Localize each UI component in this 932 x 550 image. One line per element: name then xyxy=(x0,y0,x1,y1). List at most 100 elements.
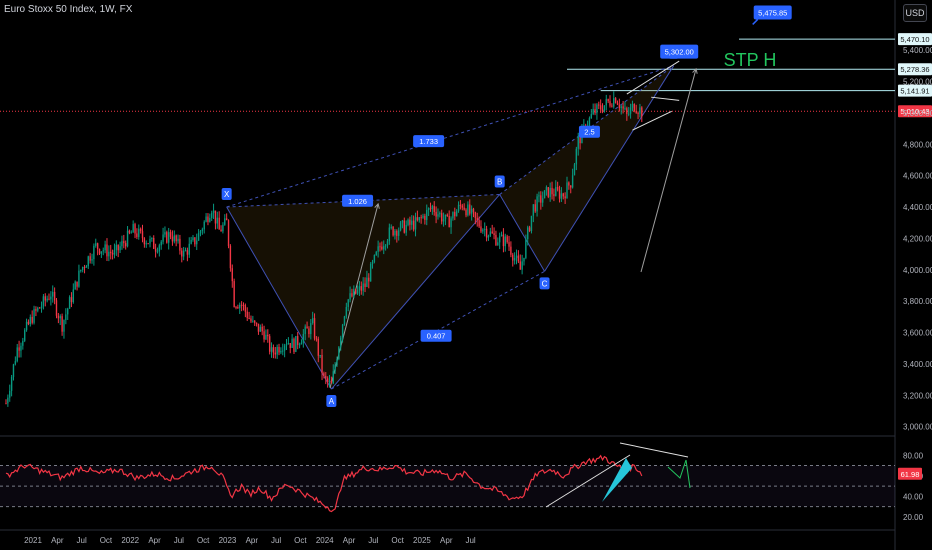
candle-body xyxy=(538,195,540,197)
price-tick-label: 4,800.00 xyxy=(903,140,932,149)
point-label: X xyxy=(224,190,230,199)
candle-body xyxy=(498,236,501,243)
candle-body xyxy=(52,291,54,297)
candle-body xyxy=(547,187,549,197)
candle-body xyxy=(528,227,531,232)
candle-body xyxy=(515,255,518,259)
candle-body xyxy=(182,250,185,257)
candle-body xyxy=(418,217,420,221)
currency-button[interactable]: USD xyxy=(903,4,927,22)
candle-body xyxy=(351,293,353,297)
candle-body xyxy=(261,326,263,332)
candle-body xyxy=(229,245,232,269)
candle-body xyxy=(302,334,305,343)
xd-line xyxy=(226,65,674,208)
candle-body xyxy=(613,98,615,107)
candle-body xyxy=(18,347,20,351)
candle-body xyxy=(254,320,256,323)
candle-body xyxy=(484,228,486,230)
candle-body xyxy=(347,299,349,307)
candle-body xyxy=(551,187,553,195)
ratio-label-box xyxy=(420,329,452,342)
candle-body xyxy=(68,297,71,309)
candle-body xyxy=(207,216,209,222)
candle-body xyxy=(147,243,149,245)
candle-body xyxy=(138,228,140,237)
current-price-tag xyxy=(898,105,932,118)
candle-body xyxy=(201,229,204,232)
candle-body xyxy=(403,220,406,233)
candle-body xyxy=(573,164,576,176)
candle-body xyxy=(74,281,76,290)
projection-arrow-2-head xyxy=(692,67,698,74)
ratio-label: 1.733 xyxy=(419,137,438,146)
level-tag xyxy=(898,84,932,97)
candle-body xyxy=(177,238,179,242)
ratio-label-box xyxy=(413,135,445,148)
candle-body xyxy=(110,251,112,254)
candle-body xyxy=(132,224,134,233)
point-label-box xyxy=(539,277,550,290)
candle-body xyxy=(549,187,551,197)
candle-body xyxy=(541,198,544,203)
candle-body xyxy=(467,204,469,216)
time-tick-label: Apr xyxy=(246,536,259,545)
candle-body xyxy=(190,240,192,244)
candle-body xyxy=(317,338,319,356)
candle-body xyxy=(53,291,56,301)
candle-body xyxy=(27,321,30,325)
candle-body xyxy=(437,214,439,217)
candle-body xyxy=(381,246,383,250)
candle-body xyxy=(450,218,452,228)
candle-body xyxy=(594,109,596,114)
candle-body xyxy=(485,228,488,238)
candle-body xyxy=(20,345,22,351)
candle-body xyxy=(472,208,475,213)
candle-body xyxy=(235,306,237,308)
candle-body xyxy=(383,246,385,250)
candle-body xyxy=(620,106,622,108)
candle-body xyxy=(308,328,310,335)
candle-body xyxy=(536,196,538,212)
horizontal-levels: 5,470.10 5,278.36 5,141.91 5,010.43 xyxy=(0,33,932,118)
candle-body xyxy=(575,148,578,165)
price-tick-label: 3,800.00 xyxy=(903,297,932,306)
ratio-label: 2.5 xyxy=(584,128,594,137)
candle-body xyxy=(319,354,321,356)
candle-body xyxy=(323,373,325,376)
time-tick-label: Jul xyxy=(368,536,378,545)
level-tag-label: 5,470.10 xyxy=(900,35,929,44)
candle-body xyxy=(435,211,437,217)
chart-title: Euro Stoxx 50 Index, 1W, FX xyxy=(4,4,133,15)
candle-body xyxy=(469,204,471,214)
candle-body xyxy=(457,204,460,212)
candle-body xyxy=(291,338,293,348)
candle-body xyxy=(500,234,503,237)
candle-body xyxy=(108,251,110,257)
price-tick-label: 4,200.00 xyxy=(903,234,932,243)
time-tick-label: Jul xyxy=(77,536,87,545)
candle-body xyxy=(631,104,634,108)
candle-body xyxy=(35,309,37,311)
candle-body xyxy=(463,207,465,210)
candle-body xyxy=(341,324,344,338)
price-tick-label: 5,200.00 xyxy=(903,77,932,86)
candle-body xyxy=(248,317,250,319)
candle-body xyxy=(637,112,639,114)
candle-body xyxy=(128,230,131,233)
price-tick-label: 3,000.00 xyxy=(903,423,932,432)
candle-body xyxy=(42,296,45,307)
axes: 3,000.00 3,200.00 3,400.00 3,600.00 3,800.00… xyxy=(24,46,932,545)
price-tick-label: 5,000.00 xyxy=(903,109,932,118)
candle-body xyxy=(72,289,75,303)
candle-body xyxy=(489,231,492,236)
rsi-divergence-line xyxy=(619,442,689,458)
candle-body xyxy=(588,118,591,127)
candle-body xyxy=(153,237,155,249)
candle-body xyxy=(141,231,144,239)
ratio-label-box xyxy=(342,194,374,207)
candle-body xyxy=(46,298,48,301)
candle-body xyxy=(139,228,142,232)
wedge-lower xyxy=(632,110,672,131)
